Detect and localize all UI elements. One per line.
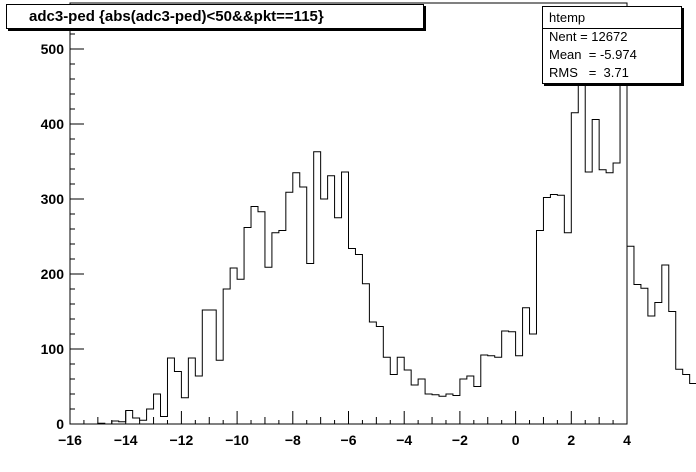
- y-tick-label: 400: [41, 116, 65, 132]
- y-tick-label: 300: [41, 191, 65, 207]
- x-tick-label: −6: [341, 432, 357, 448]
- stats-divider: [543, 28, 681, 29]
- stats-histogram-name: htemp: [549, 10, 586, 25]
- x-tick-label: −14: [114, 432, 138, 448]
- chart-title: adc3-ped {abs(adc3-ped)<50&&pkt==115}: [29, 8, 324, 25]
- stats-nent: Nent = 12672: [549, 29, 628, 44]
- stats-rms: RMS = 3.71: [549, 65, 629, 80]
- stats-box: htemp Nent = 12672 Mean = -5.974 RMS = 3…: [542, 6, 682, 84]
- x-tick-label: −8: [285, 432, 301, 448]
- y-tick-label: 100: [41, 341, 65, 357]
- x-tick-label: −4: [396, 432, 412, 448]
- histogram-outline: [97, 67, 696, 425]
- x-tick-label: 4: [623, 432, 631, 448]
- y-tick-label: 0: [56, 416, 64, 432]
- x-axis: −16 −14 −12 −10 −8 −6 −4 −2 0 2 4: [58, 411, 631, 448]
- x-tick-label: 2: [567, 432, 575, 448]
- x-tick-label: −16: [58, 432, 82, 448]
- x-tick-label: −10: [225, 432, 249, 448]
- y-axis: 0 100 200 300 400 500: [41, 33, 84, 432]
- x-tick-label: 0: [512, 432, 520, 448]
- x-tick-label: −2: [452, 432, 468, 448]
- x-tick-label: −12: [170, 432, 194, 448]
- y-tick-label: 200: [41, 266, 65, 282]
- title-box: adc3-ped {abs(adc3-ped)<50&&pkt==115}: [6, 4, 424, 29]
- stats-mean: Mean = -5.974: [549, 47, 637, 62]
- y-tick-label: 500: [41, 41, 65, 57]
- histogram-bins: [97, 67, 696, 425]
